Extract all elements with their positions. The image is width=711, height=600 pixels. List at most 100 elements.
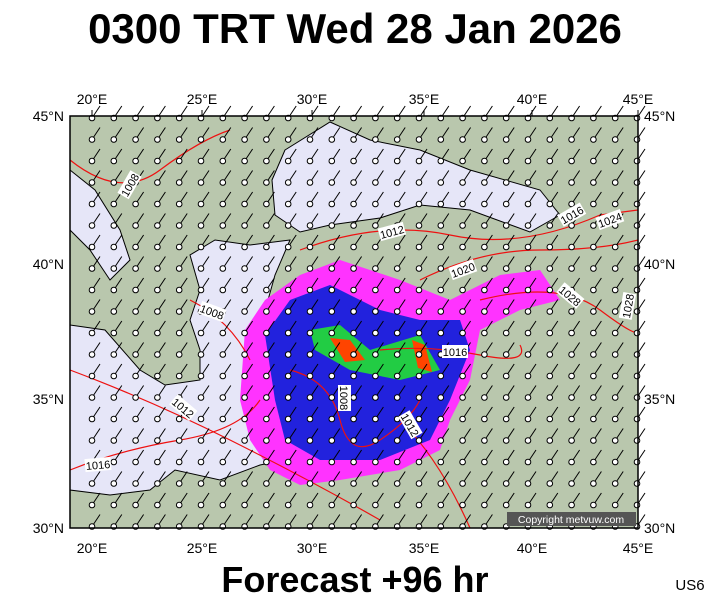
station bbox=[284, 480, 292, 487]
copyright-box bbox=[507, 512, 636, 526]
station bbox=[633, 265, 641, 272]
station bbox=[306, 415, 314, 423]
station bbox=[175, 136, 183, 143]
station bbox=[197, 351, 205, 358]
station bbox=[132, 351, 139, 358]
station bbox=[437, 415, 445, 423]
station bbox=[306, 157, 314, 165]
station bbox=[219, 501, 227, 509]
station bbox=[241, 458, 248, 466]
station bbox=[502, 200, 510, 208]
station bbox=[197, 243, 205, 251]
station bbox=[524, 157, 532, 165]
station bbox=[415, 415, 423, 423]
station bbox=[88, 308, 96, 315]
station bbox=[459, 136, 466, 143]
station bbox=[633, 351, 641, 358]
station bbox=[132, 480, 139, 487]
station bbox=[263, 437, 270, 444]
station bbox=[568, 437, 575, 444]
station bbox=[481, 501, 488, 509]
station bbox=[306, 308, 314, 315]
station bbox=[306, 222, 314, 229]
station bbox=[241, 351, 248, 358]
station bbox=[437, 501, 445, 509]
station bbox=[502, 265, 510, 272]
station bbox=[241, 157, 248, 165]
station bbox=[328, 265, 336, 272]
station bbox=[415, 265, 423, 272]
station bbox=[241, 136, 248, 143]
station bbox=[132, 243, 139, 251]
station bbox=[306, 286, 314, 294]
station bbox=[459, 458, 466, 466]
lat-label-right: 40°N bbox=[644, 256, 675, 272]
station bbox=[633, 458, 641, 466]
station bbox=[459, 157, 466, 165]
station bbox=[546, 222, 554, 229]
station bbox=[154, 308, 161, 315]
station bbox=[350, 480, 357, 487]
station bbox=[633, 243, 641, 251]
station bbox=[481, 157, 488, 165]
station bbox=[372, 437, 379, 444]
station bbox=[502, 329, 510, 337]
station bbox=[219, 351, 227, 358]
station bbox=[633, 157, 641, 165]
lon-label-bottom: 25°E bbox=[187, 540, 218, 556]
station bbox=[284, 329, 292, 337]
station bbox=[546, 351, 554, 358]
station bbox=[546, 136, 554, 143]
station bbox=[524, 394, 532, 401]
station bbox=[219, 415, 227, 423]
isobar-label-box bbox=[84, 456, 112, 473]
station bbox=[481, 437, 488, 444]
station bbox=[568, 179, 575, 186]
copyright: Copyright metvuw.com bbox=[518, 514, 624, 526]
station bbox=[568, 501, 575, 509]
station bbox=[481, 351, 488, 358]
lat-label-right: 45°N bbox=[644, 108, 675, 124]
station bbox=[110, 265, 118, 272]
station bbox=[611, 501, 619, 509]
station bbox=[459, 394, 466, 401]
station bbox=[393, 394, 401, 401]
station bbox=[611, 243, 619, 251]
station bbox=[175, 501, 183, 509]
station bbox=[284, 265, 292, 272]
station bbox=[219, 222, 227, 229]
station bbox=[175, 286, 183, 294]
station bbox=[590, 415, 597, 423]
station bbox=[263, 265, 270, 272]
station bbox=[437, 437, 445, 444]
station bbox=[502, 136, 510, 143]
station bbox=[459, 437, 466, 444]
station bbox=[197, 458, 205, 466]
station bbox=[481, 200, 488, 208]
station bbox=[328, 351, 336, 358]
station bbox=[524, 480, 532, 487]
station bbox=[590, 243, 597, 251]
station bbox=[524, 415, 532, 423]
station bbox=[284, 415, 292, 423]
station bbox=[415, 351, 423, 358]
station bbox=[568, 222, 575, 229]
station bbox=[241, 265, 248, 272]
station bbox=[633, 308, 641, 315]
station bbox=[568, 329, 575, 337]
isobar-label-box bbox=[169, 394, 198, 421]
station bbox=[372, 372, 379, 380]
station bbox=[611, 329, 619, 337]
station bbox=[568, 458, 575, 466]
station bbox=[459, 200, 466, 208]
station bbox=[393, 265, 401, 272]
station bbox=[154, 157, 161, 165]
station bbox=[154, 265, 161, 272]
station bbox=[415, 157, 423, 165]
isobar-label: 1008 bbox=[337, 386, 349, 410]
station bbox=[219, 200, 227, 208]
station bbox=[350, 394, 357, 401]
station bbox=[415, 200, 423, 208]
station bbox=[328, 200, 336, 208]
